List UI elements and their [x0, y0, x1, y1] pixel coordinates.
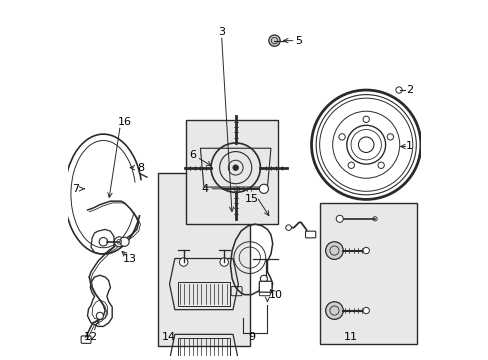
Text: 7: 7	[72, 184, 79, 194]
Circle shape	[260, 275, 267, 282]
Text: 1: 1	[405, 141, 412, 152]
Circle shape	[386, 134, 393, 140]
Circle shape	[120, 237, 129, 246]
Circle shape	[347, 162, 354, 168]
Circle shape	[325, 302, 343, 319]
Circle shape	[179, 258, 187, 266]
Circle shape	[338, 134, 345, 140]
Text: 6: 6	[188, 150, 195, 159]
Circle shape	[377, 162, 384, 168]
Circle shape	[336, 215, 343, 222]
Text: 10: 10	[269, 290, 283, 300]
Text: 3: 3	[218, 27, 224, 37]
Circle shape	[232, 165, 238, 171]
Circle shape	[268, 35, 280, 46]
Circle shape	[99, 238, 107, 246]
FancyBboxPatch shape	[320, 203, 417, 344]
Circle shape	[362, 307, 368, 314]
Text: 9: 9	[247, 332, 255, 342]
Circle shape	[325, 242, 343, 259]
Text: 15: 15	[244, 194, 258, 204]
FancyBboxPatch shape	[263, 282, 272, 288]
Text: 5: 5	[295, 36, 302, 46]
Text: 8: 8	[137, 163, 143, 173]
FancyBboxPatch shape	[186, 120, 278, 224]
Circle shape	[96, 312, 103, 319]
FancyBboxPatch shape	[259, 281, 271, 292]
Circle shape	[114, 237, 124, 247]
Text: 11: 11	[343, 332, 357, 342]
Text: 13: 13	[122, 255, 137, 264]
Bar	[178, 338, 229, 360]
Text: 14: 14	[161, 332, 175, 342]
FancyBboxPatch shape	[158, 173, 249, 346]
Text: 16: 16	[117, 117, 131, 127]
Text: 4: 4	[201, 184, 208, 194]
Circle shape	[285, 225, 291, 230]
Circle shape	[362, 116, 368, 122]
Text: 2: 2	[405, 85, 412, 95]
Circle shape	[362, 247, 368, 254]
Text: 12: 12	[84, 332, 98, 342]
FancyBboxPatch shape	[305, 231, 315, 238]
Bar	[178, 282, 229, 306]
Circle shape	[259, 184, 268, 193]
Circle shape	[220, 258, 228, 266]
